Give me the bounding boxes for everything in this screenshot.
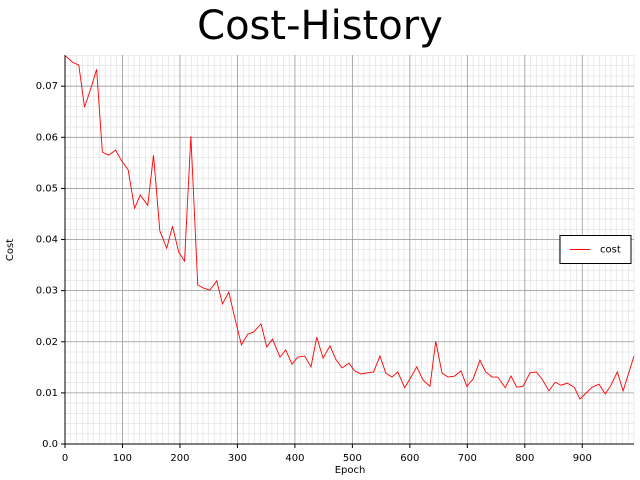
x-tick-label: 200 (170, 453, 189, 464)
x-tick-label: 700 (458, 453, 477, 464)
y-tick-label: 0.02 (36, 337, 58, 348)
x-axis-label: Epoch (335, 465, 366, 476)
y-tick-label: 0.06 (36, 132, 58, 143)
chart-title: Cost-History (197, 3, 443, 49)
y-tick-label: 0.04 (36, 235, 58, 246)
x-tick-label: 300 (228, 453, 247, 464)
y-tick-label: 0.07 (36, 81, 58, 92)
y-tick-label: 0.0 (42, 439, 58, 450)
x-tick-label: 100 (113, 453, 132, 464)
x-tick-label: 0 (62, 453, 68, 464)
line (64, 55, 635, 400)
x-tick-label: 900 (573, 453, 592, 464)
x-tick-label: 500 (343, 453, 362, 464)
x-tick-label: 800 (515, 453, 534, 464)
legend-label: cost (600, 245, 621, 256)
y-tick-label: 0.01 (36, 388, 58, 399)
y-axis-label: Cost (5, 239, 16, 261)
x-tick-label: 400 (285, 453, 304, 464)
y-tick-label: 0.03 (36, 286, 58, 297)
x-tick-label: 600 (400, 453, 419, 464)
y-tick-label: 0.05 (36, 183, 58, 194)
